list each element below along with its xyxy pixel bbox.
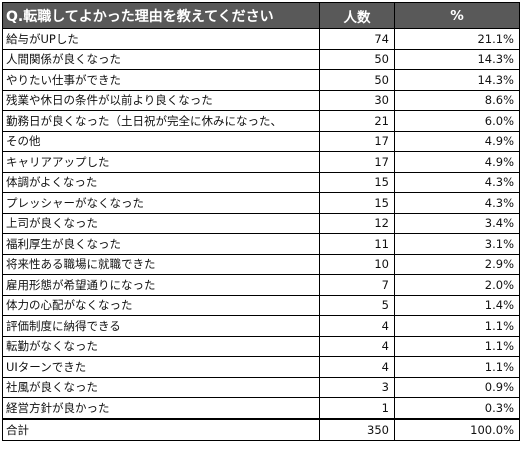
row-label: 体調がよくなった [2, 171, 320, 193]
row-count: 3 [319, 376, 395, 398]
table-title: Q.転職してよかった理由を教えてください [2, 2, 320, 29]
table-row: 将来性ある職場に就職できた 10 2.9% [2, 253, 520, 275]
table-row: やりたい仕事ができた 50 14.3% [2, 69, 520, 91]
row-label: 残業や休日の条件が以前より良くなった [2, 89, 320, 111]
row-percent: 3.1% [394, 233, 520, 255]
row-count: 11 [319, 233, 395, 255]
row-count: 17 [319, 130, 395, 152]
row-percent: 21.1% [394, 28, 520, 50]
row-count: 4 [319, 335, 395, 357]
row-count: 21 [319, 110, 395, 132]
table-row: 社風が良くなった 3 0.9% [2, 376, 520, 398]
row-count: 10 [319, 253, 395, 275]
table-body: 給与がUPした 74 21.1% 人間関係が良くなった 50 14.3% やりたい仕事ができ… [2, 28, 520, 441]
row-label: 体力の心配がなくなった [2, 294, 320, 316]
row-label: 経営方針が良かった [2, 397, 320, 419]
row-count: 15 [319, 192, 395, 214]
column-header-percent: % [394, 2, 520, 29]
table-row: 人間関係が良くなった 50 14.3% [2, 48, 520, 70]
row-label: 給与がUPした [2, 28, 320, 50]
row-percent: 3.4% [394, 212, 520, 234]
table-row: 評価制度に納得できる 4 1.1% [2, 315, 520, 337]
row-count: 12 [319, 212, 395, 234]
row-percent: 4.9% [394, 151, 520, 173]
total-row: 合計 350 100.0% [2, 417, 520, 441]
row-percent: 1.1% [394, 315, 520, 337]
row-label: 雇用形態が希望通りになった [2, 274, 320, 296]
table-row: プレッシャーがなくなった 15 4.3% [2, 192, 520, 214]
table-row: 勤務日が良くなった（土日祝が完全に休みになった、 21 6.0% [2, 110, 520, 132]
row-percent: 8.6% [394, 89, 520, 111]
row-count: 30 [319, 89, 395, 111]
row-count: 4 [319, 356, 395, 378]
row-percent: 1.1% [394, 356, 520, 378]
row-percent: 100.0% [394, 417, 520, 441]
table-row: その他 17 4.9% [2, 130, 520, 152]
row-label: 勤務日が良くなった（土日祝が完全に休みになった、 [2, 110, 320, 132]
row-percent: 4.3% [394, 192, 520, 214]
row-percent: 2.9% [394, 253, 520, 275]
row-count: 350 [319, 417, 395, 441]
row-count: 15 [319, 171, 395, 193]
table-row: 雇用形態が希望通りになった 7 2.0% [2, 274, 520, 296]
table-row: 上司が良くなった 12 3.4% [2, 212, 520, 234]
row-label: やりたい仕事ができた [2, 69, 320, 91]
row-label: 人間関係が良くなった [2, 48, 320, 70]
row-count: 4 [319, 315, 395, 337]
row-label: 上司が良くなった [2, 212, 320, 234]
row-percent: 1.1% [394, 335, 520, 357]
row-count: 74 [319, 28, 395, 50]
row-percent: 0.9% [394, 376, 520, 398]
table-row: 給与がUPした 74 21.1% [2, 28, 520, 50]
row-label: 転勤がなくなった [2, 335, 320, 357]
row-label: 合計 [2, 417, 320, 441]
row-percent: 2.0% [394, 274, 520, 296]
row-percent: 4.9% [394, 130, 520, 152]
row-count: 17 [319, 151, 395, 173]
row-label: プレッシャーがなくなった [2, 192, 320, 214]
survey-table-container: Q.転職してよかった理由を教えてください 人数 % 給与がUPした 74 21.1%… [2, 2, 520, 441]
column-header-count: 人数 [319, 2, 395, 29]
header-row: Q.転職してよかった理由を教えてください 人数 % [2, 2, 520, 29]
row-percent: 6.0% [394, 110, 520, 132]
table-row: 経営方針が良かった 1 0.3% [2, 397, 520, 419]
table-row: 残業や休日の条件が以前より良くなった 30 8.6% [2, 89, 520, 111]
row-percent: 1.4% [394, 294, 520, 316]
row-label: UIターンできた [2, 356, 320, 378]
row-label: キャリアアップした [2, 151, 320, 173]
row-label: 福利厚生が良くなった [2, 233, 320, 255]
row-label: 将来性ある職場に就職できた [2, 253, 320, 275]
table-row: 転勤がなくなった 4 1.1% [2, 335, 520, 357]
table-row: キャリアアップした 17 4.9% [2, 151, 520, 173]
row-label: その他 [2, 130, 320, 152]
row-count: 50 [319, 69, 395, 91]
row-label: 社風が良くなった [2, 376, 320, 398]
table-row: 体調がよくなった 15 4.3% [2, 171, 520, 193]
row-percent: 14.3% [394, 69, 520, 91]
table-row: UIターンできた 4 1.1% [2, 356, 520, 378]
row-percent: 4.3% [394, 171, 520, 193]
row-count: 5 [319, 294, 395, 316]
row-count: 50 [319, 48, 395, 70]
row-label: 評価制度に納得できる [2, 315, 320, 337]
row-percent: 0.3% [394, 397, 520, 419]
row-count: 1 [319, 397, 395, 419]
table-row: 体力の心配がなくなった 5 1.4% [2, 294, 520, 316]
row-percent: 14.3% [394, 48, 520, 70]
survey-table: Q.転職してよかった理由を教えてください 人数 % 給与がUPした 74 21.1%… [2, 2, 520, 441]
table-row: 福利厚生が良くなった 11 3.1% [2, 233, 520, 255]
row-count: 7 [319, 274, 395, 296]
